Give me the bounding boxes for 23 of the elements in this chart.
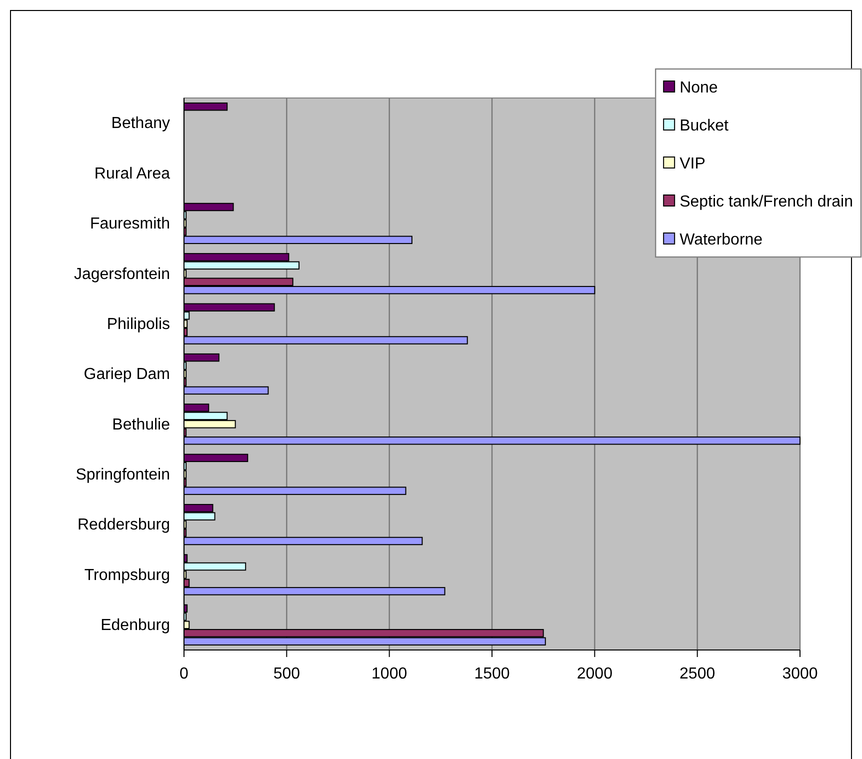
x-tick-label: 0 <box>180 665 189 682</box>
legend-label: Septic tank/French drain <box>680 194 853 211</box>
x-tick-label: 2500 <box>680 665 716 682</box>
legend-label: Waterborne <box>680 232 763 249</box>
x-tick-label: 3000 <box>782 665 818 682</box>
y-tick-label: Gariep Dam <box>84 366 170 384</box>
y-tick-label: Trompsburg <box>84 566 170 584</box>
y-tick-label: Springfontein <box>76 466 170 484</box>
legend-label: None <box>680 80 718 97</box>
y-tick-label: Jagersfontein <box>74 266 170 283</box>
legend-label: Bucket <box>680 118 730 135</box>
x-tick-label: 500 <box>273 665 300 682</box>
y-tick-label: Bethulie <box>112 416 170 434</box>
y-tick-label: Bethany <box>111 115 170 132</box>
y-tick-label: Edenburg <box>100 617 170 634</box>
y-tick-label: Rural Area <box>94 165 170 182</box>
x-tick-label: 1500 <box>474 665 510 682</box>
y-tick-label: Fauresmith <box>90 216 170 233</box>
legend-label: VIP <box>680 156 706 173</box>
y-tick-label: Philipolis <box>106 316 170 333</box>
x-tick-label: 1000 <box>372 665 408 682</box>
x-tick-label: 2000 <box>576 665 613 682</box>
y-tick-label: Reddersburg <box>78 516 170 534</box>
